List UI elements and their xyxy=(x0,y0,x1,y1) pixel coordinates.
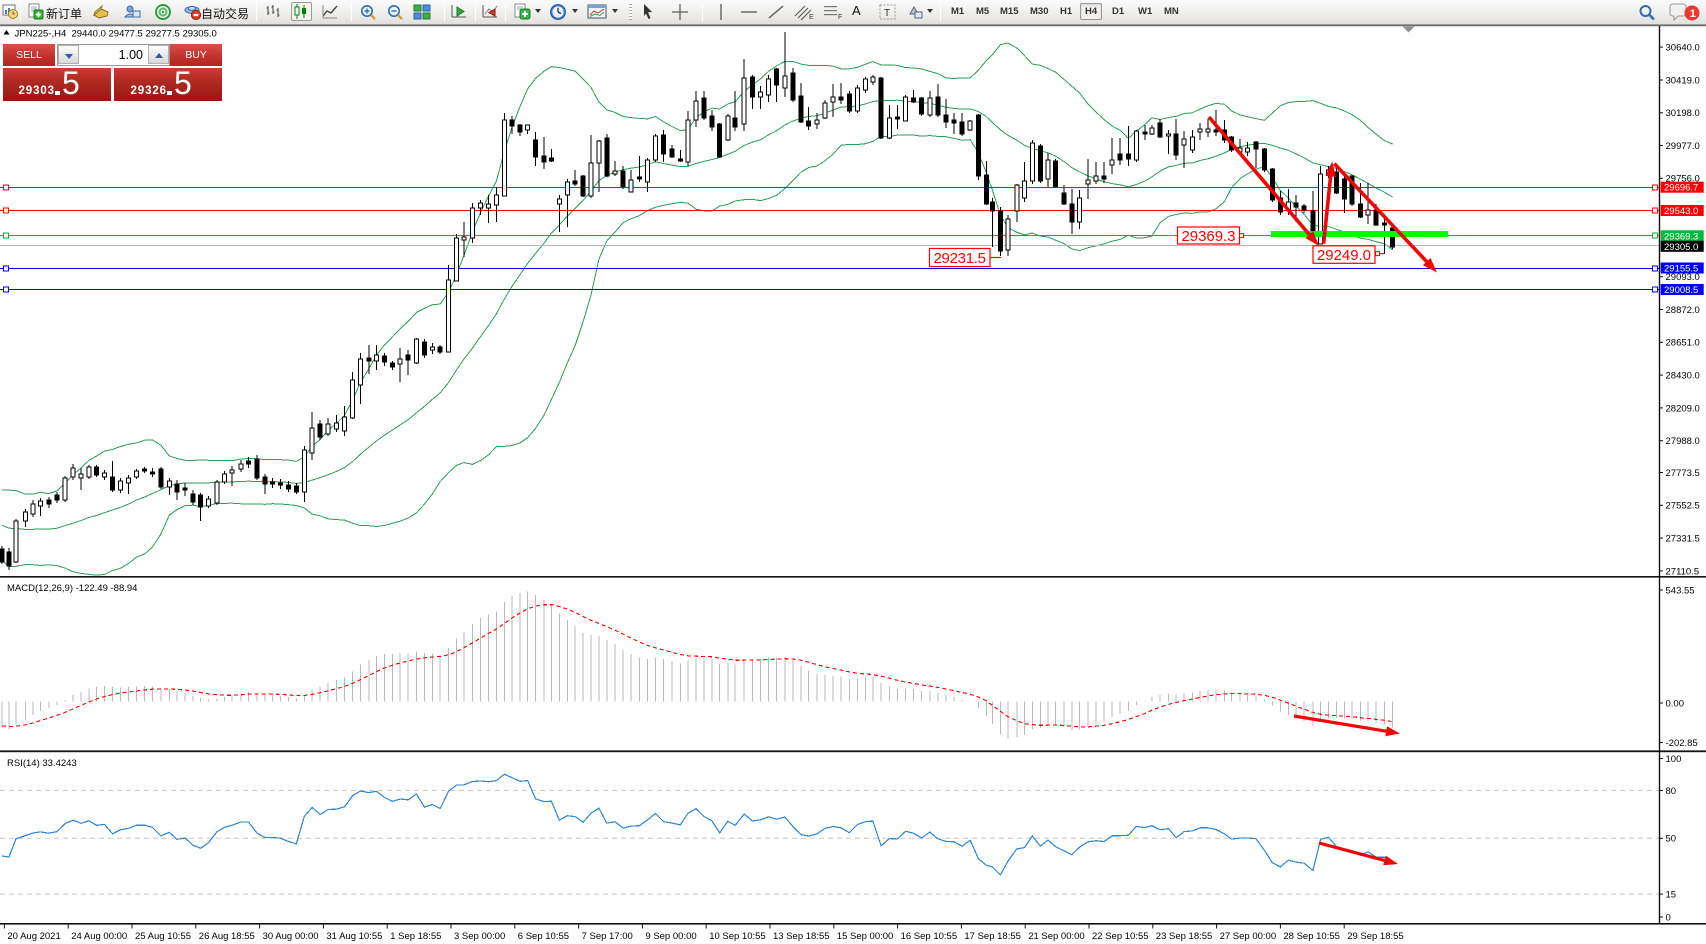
svg-text:24 Aug 00:00: 24 Aug 00:00 xyxy=(71,931,127,942)
svg-text:26 Aug 18:55: 26 Aug 18:55 xyxy=(199,931,255,942)
svg-text:15: 15 xyxy=(1666,890,1677,901)
svg-text:30419.0: 30419.0 xyxy=(1666,75,1700,86)
svg-text:29756.0: 29756.0 xyxy=(1666,174,1700,185)
svg-text:29249.0: 29249.0 xyxy=(1317,247,1371,264)
svg-text:30 Aug 00:00: 30 Aug 00:00 xyxy=(263,931,319,942)
svg-text:27552.5: 27552.5 xyxy=(1666,501,1700,512)
svg-text:27773.5: 27773.5 xyxy=(1666,468,1700,479)
svg-text:29543.0: 29543.0 xyxy=(1664,206,1698,217)
svg-text:30198.0: 30198.0 xyxy=(1666,108,1700,119)
svg-text:80: 80 xyxy=(1666,786,1677,797)
svg-text:29305.0: 29305.0 xyxy=(1664,242,1698,253)
svg-text:29 Sep 18:55: 29 Sep 18:55 xyxy=(1347,931,1404,942)
svg-text:0: 0 xyxy=(1666,912,1671,923)
svg-text:29696.7: 29696.7 xyxy=(1664,183,1698,194)
svg-text:28651.0: 28651.0 xyxy=(1666,338,1700,349)
svg-text:15 Sep 00:00: 15 Sep 00:00 xyxy=(837,931,894,942)
svg-text:29155.5: 29155.5 xyxy=(1664,264,1698,275)
svg-text:31 Aug 10:55: 31 Aug 10:55 xyxy=(326,931,382,942)
svg-text:28872.0: 28872.0 xyxy=(1666,305,1700,316)
svg-text:3 Sep 00:00: 3 Sep 00:00 xyxy=(454,931,505,942)
svg-text:28209.0: 28209.0 xyxy=(1666,403,1700,414)
svg-text:6 Sep 10:55: 6 Sep 10:55 xyxy=(518,931,569,942)
svg-text:50: 50 xyxy=(1666,834,1677,845)
svg-text:25 Aug 10:55: 25 Aug 10:55 xyxy=(135,931,191,942)
svg-text:20 Aug 2021: 20 Aug 2021 xyxy=(7,931,60,942)
svg-text:100: 100 xyxy=(1666,754,1682,765)
svg-text:23 Sep 18:55: 23 Sep 18:55 xyxy=(1156,931,1213,942)
svg-text:JPN225-,H4 29440.0 29477.5 29: JPN225-,H4 29440.0 29477.5 29277.5 29305… xyxy=(15,29,217,40)
svg-text:29231.5: 29231.5 xyxy=(934,250,987,267)
svg-text:9 Sep 00:00: 9 Sep 00:00 xyxy=(645,931,696,942)
svg-text:29369.3: 29369.3 xyxy=(1182,228,1236,245)
svg-text:10 Sep 10:55: 10 Sep 10:55 xyxy=(709,931,766,942)
svg-text:17 Sep 18:55: 17 Sep 18:55 xyxy=(964,931,1021,942)
svg-text:27 Sep 00:00: 27 Sep 00:00 xyxy=(1220,931,1277,942)
svg-text:13 Sep 18:55: 13 Sep 18:55 xyxy=(773,931,830,942)
svg-text:29093.0: 29093.0 xyxy=(1666,272,1700,283)
svg-text:F: F xyxy=(838,14,842,21)
svg-text:28430.0: 28430.0 xyxy=(1666,371,1700,382)
svg-text:29977.0: 29977.0 xyxy=(1666,141,1700,152)
svg-text:1: 1 xyxy=(1690,8,1696,20)
svg-text:1 Sep 18:55: 1 Sep 18:55 xyxy=(390,931,441,942)
svg-text:7 Sep 17:00: 7 Sep 17:00 xyxy=(582,931,633,942)
svg-text:29008.5: 29008.5 xyxy=(1664,285,1698,296)
svg-text:27331.5: 27331.5 xyxy=(1666,534,1700,545)
svg-text:RSI(14) 33.4243: RSI(14) 33.4243 xyxy=(7,758,77,769)
svg-text:MACD(12,26,9) -122.49 -88.94: MACD(12,26,9) -122.49 -88.94 xyxy=(7,583,137,594)
svg-text:29369.3: 29369.3 xyxy=(1664,231,1698,242)
svg-text:T: T xyxy=(884,8,890,19)
svg-text:16 Sep 10:55: 16 Sep 10:55 xyxy=(901,931,958,942)
svg-text:22 Sep 10:55: 22 Sep 10:55 xyxy=(1092,931,1149,942)
svg-text:30640.0: 30640.0 xyxy=(1666,43,1700,54)
svg-text:543.55: 543.55 xyxy=(1666,585,1695,596)
svg-text:-202.85: -202.85 xyxy=(1666,738,1698,749)
svg-text:21 Sep 00:00: 21 Sep 00:00 xyxy=(1028,931,1085,942)
svg-text:E: E xyxy=(809,14,814,21)
svg-text:28 Sep 10:55: 28 Sep 10:55 xyxy=(1283,931,1340,942)
svg-text:27110.5: 27110.5 xyxy=(1666,566,1700,577)
svg-text:27988.0: 27988.0 xyxy=(1666,436,1700,447)
svg-text:0.00: 0.00 xyxy=(1666,698,1685,709)
